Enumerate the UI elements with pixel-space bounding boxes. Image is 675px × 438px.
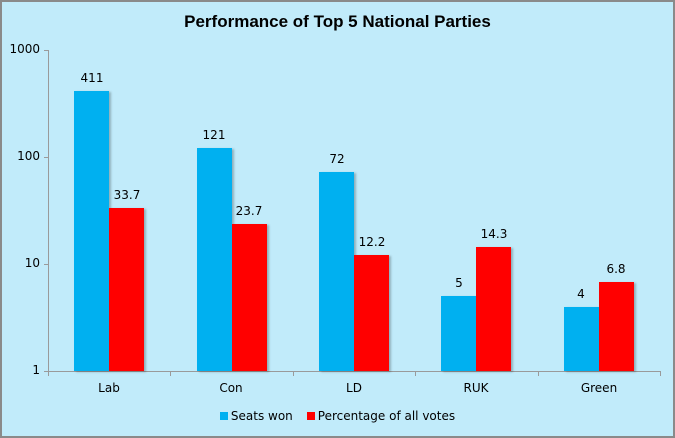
- bar-votes: [599, 282, 634, 371]
- legend: Seats won Percentage of all votes: [0, 409, 675, 423]
- category-label: Green: [580, 381, 618, 395]
- bar-seats: [197, 148, 232, 371]
- data-label: 12.2: [358, 235, 386, 249]
- x-tick-mark: [48, 371, 49, 376]
- data-label: 6.8: [606, 262, 626, 276]
- legend-label: Seats won: [230, 409, 293, 423]
- bar-seats: [74, 91, 109, 371]
- data-label: 33.7: [113, 188, 141, 202]
- x-tick-mark: [293, 371, 294, 376]
- y-tick-label: 10: [24, 256, 40, 270]
- y-axis: [48, 50, 49, 372]
- data-label: 72: [329, 152, 345, 166]
- y-tick-mark: [44, 157, 49, 158]
- data-label: 5: [455, 276, 463, 290]
- legend-swatch-icon: [306, 412, 315, 420]
- x-tick-mark: [660, 371, 661, 376]
- data-label: 14.3: [480, 227, 508, 241]
- legend-swatch-icon: [219, 412, 228, 420]
- bar-seats: [319, 172, 354, 371]
- y-tick-label: 100: [17, 149, 40, 163]
- y-tick-label: 1000: [9, 42, 40, 56]
- bar-votes: [354, 255, 389, 371]
- bar-votes: [109, 208, 144, 371]
- x-axis: [48, 371, 660, 372]
- category-label: Lab: [98, 381, 120, 395]
- category-label: RUK: [463, 381, 489, 395]
- y-tick-mark: [44, 371, 49, 372]
- bar-seats: [564, 307, 599, 371]
- legend-item: Seats won: [219, 409, 293, 423]
- legend-label: Percentage of all votes: [317, 409, 456, 423]
- x-tick-mark: [415, 371, 416, 376]
- bar-seats: [441, 296, 476, 371]
- data-label: 411: [80, 71, 104, 85]
- data-label: 4: [577, 287, 585, 301]
- chart-title: Performance of Top 5 National Parties: [184, 12, 491, 31]
- data-label: 121: [202, 128, 226, 142]
- x-tick-mark: [170, 371, 171, 376]
- y-tick-mark: [44, 50, 49, 51]
- data-label: 23.7: [235, 204, 263, 218]
- bar-votes: [476, 247, 511, 371]
- category-label: LD: [346, 381, 362, 395]
- y-tick-label: 1: [32, 363, 40, 377]
- bar-votes: [232, 224, 267, 371]
- x-tick-mark: [538, 371, 539, 376]
- legend-item: Percentage of all votes: [306, 409, 456, 423]
- category-label: Con: [219, 381, 243, 395]
- y-tick-mark: [44, 264, 49, 265]
